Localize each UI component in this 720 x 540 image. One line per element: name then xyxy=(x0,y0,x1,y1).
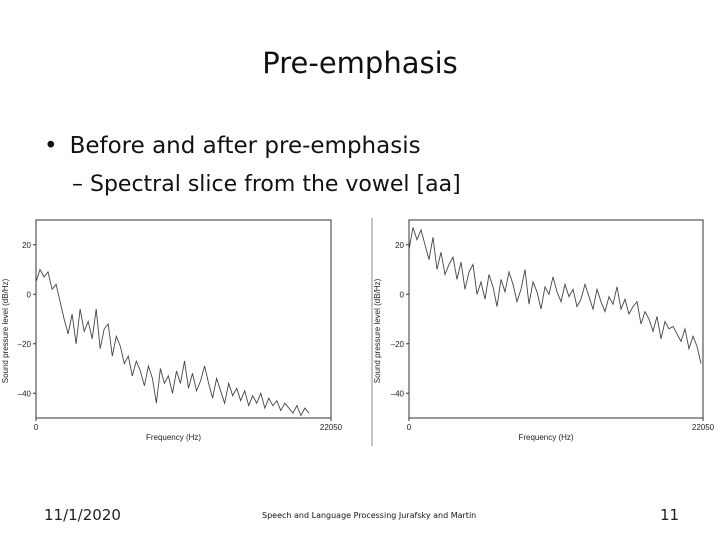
x-axis-label: Frequency (Hz) xyxy=(146,433,201,442)
chart-before-pre-emphasis: 20 0 –20 –40 0 22050 Frequency (Hz) Sound press… xyxy=(1,219,343,442)
plot-frame xyxy=(35,219,332,419)
y-tick-label: –20 xyxy=(391,340,405,349)
y-axis-label: Sound pressure level (dB/Hz) xyxy=(373,278,382,383)
spectrum-line xyxy=(408,227,702,364)
footer-date: 11/1/2020 xyxy=(44,506,121,524)
x-tick-label: 0 xyxy=(34,423,39,432)
y-tick-label: –40 xyxy=(391,389,405,398)
spectral-slices-figure: 20 0 –20 –40 0 22050 Frequency (Hz) Sound press… xyxy=(1,218,715,446)
sub-bullet-dash: – xyxy=(72,172,83,197)
y-tick-label: 20 xyxy=(22,241,31,250)
y-tick-label: 0 xyxy=(400,290,405,299)
bullet-text: Before and after pre-emphasis xyxy=(69,133,421,159)
sub-bullet-item: – Spectral slice from the vowel [aa] xyxy=(72,172,461,197)
y-axis-label: Sound pressure level (dB/Hz) xyxy=(1,278,10,383)
bullet-dot-icon: • xyxy=(44,133,58,159)
y-tick-label: –40 xyxy=(18,389,32,398)
x-tick-label: 22050 xyxy=(692,423,715,432)
bullet-item: • Before and after pre-emphasis xyxy=(44,133,421,159)
spectrum-line xyxy=(35,268,310,417)
chart-after-pre-emphasis: 20 0 –20 –40 0 22050 Frequency (Hz) Sound press… xyxy=(373,219,715,442)
plot-frame xyxy=(408,219,704,419)
y-tick-label: –20 xyxy=(18,340,32,349)
x-tick-label: 22050 xyxy=(320,423,343,432)
slide-title: Pre-emphasis xyxy=(262,46,458,80)
x-axis-label: Frequency (Hz) xyxy=(518,433,573,442)
footer-credit: Speech and Language Processing Jurafsky … xyxy=(262,511,477,520)
sub-bullet-text: Spectral slice from the vowel [aa] xyxy=(90,172,461,197)
x-tick-label: 0 xyxy=(407,423,412,432)
page-number: 11 xyxy=(660,506,680,524)
y-tick-label: 20 xyxy=(395,241,404,250)
y-tick-label: 0 xyxy=(27,290,32,299)
